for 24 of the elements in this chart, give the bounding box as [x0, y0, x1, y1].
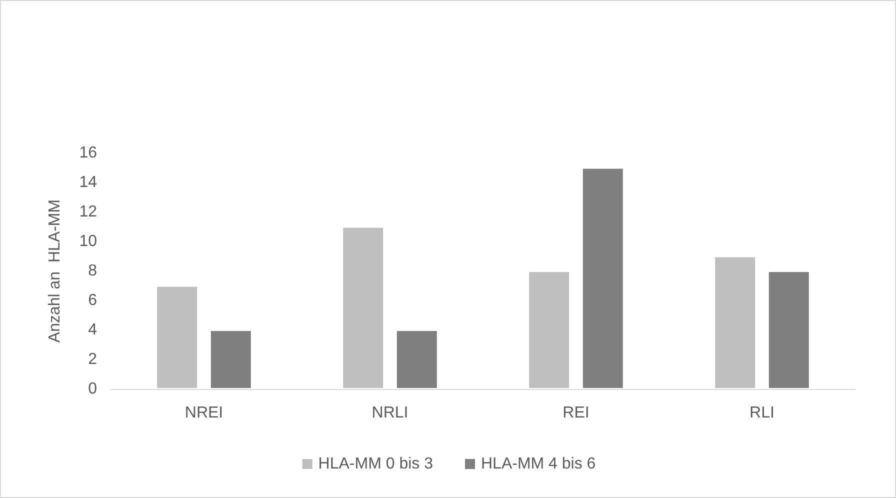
bar — [210, 330, 252, 389]
x-tick-label: REI — [562, 404, 590, 422]
y-tick-label: 12 — [79, 204, 98, 220]
legend-label: HLA-MM 4 bis 6 — [481, 456, 596, 472]
y-tick-label: 0 — [88, 380, 98, 398]
bar — [396, 330, 438, 389]
y-tick-label: 16 — [79, 144, 98, 162]
y-tick-label: 2 — [88, 351, 98, 368]
y-tick-label: 8 — [88, 262, 98, 280]
legend-label: HLA-MM 0 bis 3 — [318, 456, 434, 472]
bar — [768, 271, 810, 389]
y-tick-label: 4 — [88, 322, 98, 338]
x-tick-label: RLI — [750, 404, 774, 422]
bar — [156, 286, 198, 389]
y-tick-label: 6 — [88, 292, 98, 309]
x-tick-label: NRLI — [372, 404, 408, 422]
bar — [582, 168, 624, 389]
y-tick-label: 14 — [79, 174, 98, 191]
bar — [528, 271, 570, 389]
bar — [714, 256, 756, 389]
bar — [342, 226, 384, 389]
x-tick-label: NREI — [184, 404, 224, 422]
y-tick-label: 10 — [79, 233, 98, 250]
y-axis-title: Anzahl an HLA-MM — [46, 199, 64, 343]
